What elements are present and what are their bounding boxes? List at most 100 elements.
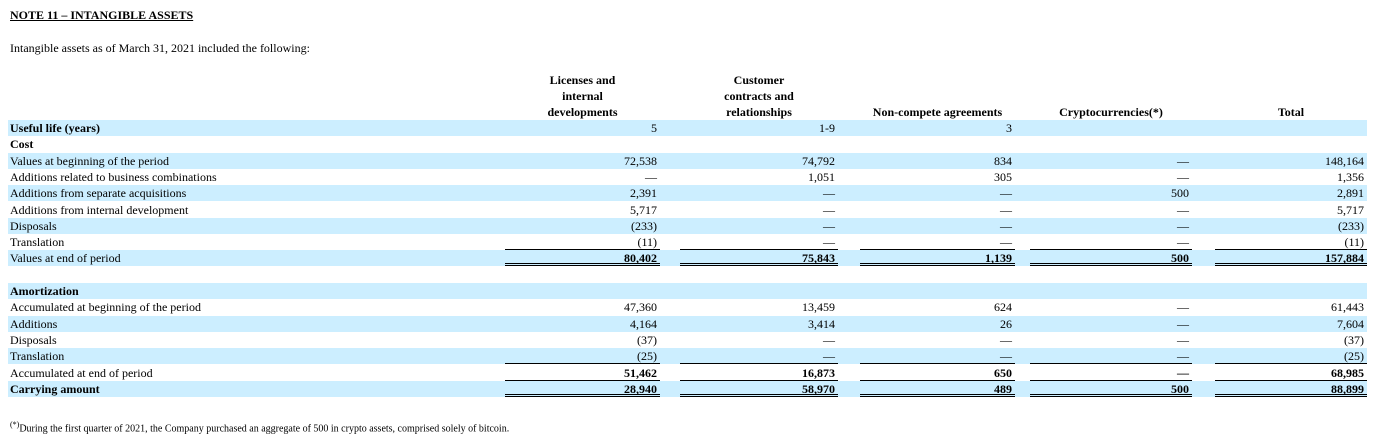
column-header: Customer contracts and relationships [680, 70, 838, 121]
row-band [8, 348, 1367, 365]
row-label: Additions from internal development [10, 202, 189, 217]
column-header: Total [1215, 70, 1367, 121]
row-label: Carrying amount [10, 381, 100, 396]
cell-value: 72,538 [624, 153, 657, 168]
column-header-text: Non-compete agreements [872, 105, 1003, 119]
cell-value: 1-9 [819, 121, 835, 135]
cell-value: 1,139 [860, 250, 1015, 267]
row-band [8, 380, 1367, 397]
cell-value: (233) [631, 218, 657, 233]
cell-value: — [1177, 169, 1189, 184]
row-band [8, 136, 1367, 152]
row-label: Values at beginning of the period [10, 153, 169, 168]
cell-value: 624 [994, 300, 1012, 315]
cell-value: 1,356 [1337, 169, 1364, 184]
cell-value: — [1000, 332, 1012, 347]
cell-value: — [823, 202, 835, 217]
cell-value: — [1177, 153, 1189, 168]
column-header-text: Cryptocurrencies(*) [1059, 105, 1163, 119]
cell-value: 650 [860, 365, 1015, 381]
row-band [8, 283, 1367, 299]
cell-value: 74,792 [802, 153, 835, 168]
cell-value: 500 [1171, 186, 1189, 201]
cell-value: 5 [651, 121, 657, 135]
intro-text: Intangible assets as of March 31, 2021 i… [10, 41, 310, 55]
row-label: Cost [10, 137, 34, 152]
row-band [8, 250, 1367, 267]
cell-value: 500 [1030, 381, 1192, 397]
cell-value: 3 [1006, 121, 1012, 135]
cell-value: — [1000, 202, 1012, 217]
column-header-text: Total [1277, 105, 1305, 119]
footnote-text: During the first quarter of 2021, the Co… [19, 423, 510, 435]
row-band [8, 185, 1367, 202]
cell-value: (233) [1338, 218, 1364, 233]
cell-value: 58,970 [680, 381, 838, 397]
cell-value: — [1177, 300, 1189, 315]
cell-value: 2,391 [630, 186, 657, 201]
row-label: Accumulated at end of period [10, 365, 153, 380]
cell-value: — [823, 332, 835, 347]
cell-value: 75,843 [680, 250, 838, 267]
footnote: (*)During the first quarter of 2021, the… [10, 420, 509, 434]
column-header-text: Customer contracts and relationships [724, 73, 794, 119]
cell-value: — [645, 169, 657, 184]
cell-value: 51,462 [505, 365, 660, 381]
row-band [8, 217, 1367, 234]
cell-value: — [1000, 186, 1012, 201]
cell-value: — [1177, 218, 1189, 233]
cell-value: — [1030, 234, 1192, 251]
column-header: Cryptocurrencies(*) [1030, 70, 1192, 121]
cell-value: 13,459 [802, 300, 835, 315]
cell-value: 834 [994, 153, 1012, 168]
cell-value: 1,051 [808, 169, 835, 184]
row-label: Translation [10, 349, 65, 364]
cell-value: — [860, 234, 1015, 251]
cell-value: 2,891 [1337, 186, 1364, 201]
cell-value: 7,604 [1337, 316, 1364, 331]
cell-value: 16,873 [680, 365, 838, 381]
cell-value: 500 [1030, 250, 1192, 267]
cell-value: — [1177, 202, 1189, 217]
cell-value: — [1177, 316, 1189, 331]
cell-value: 68,985 [1215, 365, 1367, 381]
cell-value: (11) [505, 234, 660, 251]
cell-value: (37) [1344, 332, 1364, 347]
cell-value: 3,414 [808, 316, 835, 331]
row-label: Additions [10, 316, 58, 331]
cell-value: — [1000, 218, 1012, 233]
row-band [8, 152, 1367, 169]
cell-value: (37) [637, 332, 657, 347]
cell-value: — [823, 186, 835, 201]
cell-value: 5,717 [630, 202, 657, 217]
cell-value: 88,899 [1215, 381, 1367, 397]
cell-value: 4,164 [630, 316, 657, 331]
cell-value: (11) [1215, 234, 1367, 251]
cell-value: (25) [505, 348, 660, 365]
cell-value: 305 [994, 169, 1012, 184]
row-label: Disposals [10, 218, 57, 233]
row-label: Translation [10, 235, 65, 250]
cell-value: — [680, 348, 838, 365]
column-header: Licenses and internal developments [505, 70, 660, 121]
cell-value: 489 [860, 381, 1015, 397]
cell-value: — [1030, 348, 1192, 365]
cell-value: 80,402 [505, 250, 660, 267]
cell-value: — [823, 218, 835, 233]
row-label: Disposals [10, 332, 57, 347]
cell-value: — [680, 234, 838, 251]
row-label: Additions from separate acquisitions [10, 186, 187, 201]
footnote-marker: (*) [10, 420, 20, 429]
cell-value: 47,360 [624, 300, 657, 315]
row-label: Values at end of period [10, 251, 121, 266]
row-band [8, 120, 1367, 136]
cell-value: 157,884 [1215, 250, 1367, 267]
column-header-text: Licenses and internal developments [547, 73, 618, 119]
cell-value: 5,717 [1337, 202, 1364, 217]
cell-value: (25) [1215, 348, 1367, 365]
row-label: Accumulated at beginning of the period [10, 300, 201, 315]
cell-value: — [860, 348, 1015, 365]
cell-value: 61,443 [1331, 300, 1364, 315]
row-label: Useful life (years) [10, 121, 100, 135]
